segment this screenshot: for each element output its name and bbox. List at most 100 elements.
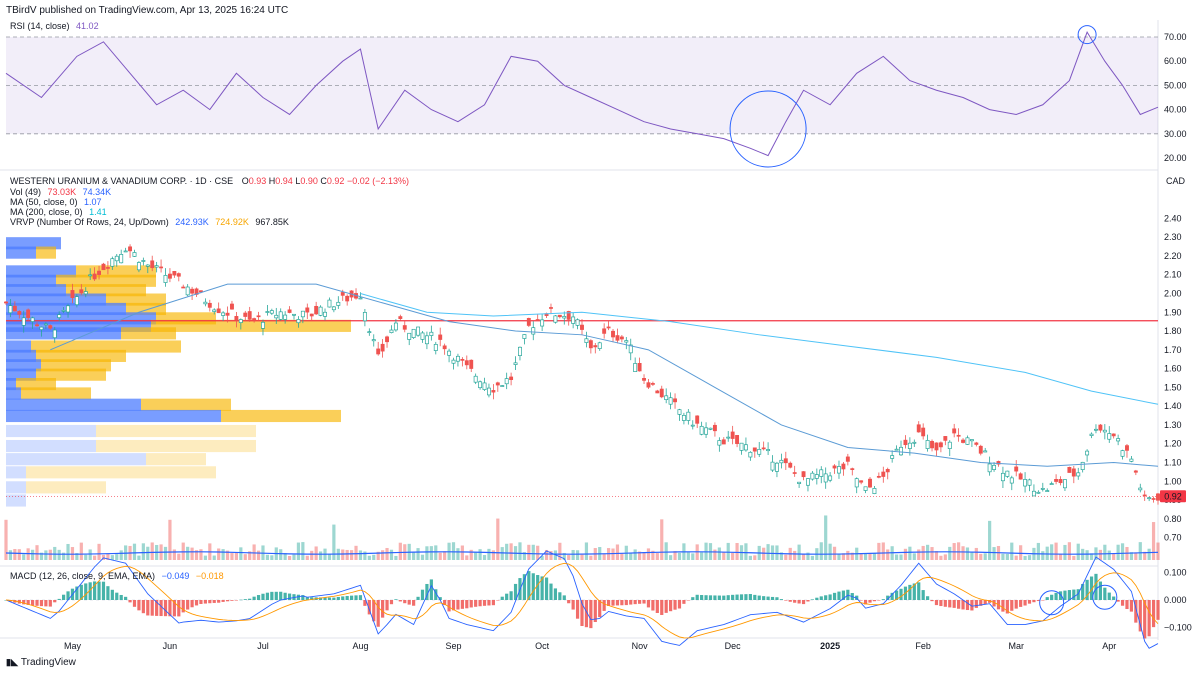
- candle-body: [283, 314, 288, 320]
- volume-bar: [420, 554, 425, 560]
- volume-bar: [1129, 552, 1134, 560]
- volume-bar: [350, 550, 354, 560]
- volume-bar: [846, 550, 850, 560]
- vrvp-value-3: 967.85K: [255, 217, 289, 227]
- vrvp-up-bar: [6, 359, 41, 372]
- volume-bar: [1089, 553, 1094, 560]
- candle-body: [983, 450, 988, 453]
- volume-bar: [801, 553, 806, 560]
- candle-body: [797, 481, 802, 484]
- volume-bar: [443, 551, 447, 560]
- candle-body: [522, 334, 527, 339]
- candle-body: [376, 348, 381, 355]
- candle-body: [48, 325, 53, 329]
- rsi-tick-label: 30.00: [1164, 129, 1187, 139]
- volume-bar: [22, 554, 26, 560]
- macd-histogram-bar: [1089, 576, 1094, 600]
- volume-bar: [1138, 542, 1142, 560]
- candle-body: [708, 427, 713, 430]
- macd-histogram-bar: [30, 600, 35, 606]
- macd-histogram-bar: [22, 600, 26, 605]
- vol-value-2: 74.34K: [82, 187, 112, 197]
- candle-body: [1071, 468, 1076, 477]
- macd-histogram-bar: [283, 592, 287, 600]
- volume-bar: [305, 555, 309, 560]
- volume-bar: [850, 552, 854, 560]
- volume-bar: [1076, 543, 1080, 560]
- vrvp-up-bar: [6, 439, 96, 453]
- candle-body: [872, 488, 877, 494]
- candle-body: [92, 273, 97, 280]
- candle-body: [757, 448, 762, 455]
- candle-body: [327, 299, 332, 308]
- volume-bar: [908, 546, 912, 560]
- candle-body: [739, 442, 744, 451]
- volume-bar: [797, 544, 801, 560]
- candle-body: [863, 486, 868, 491]
- volume-bar: [629, 553, 633, 560]
- candle-body: [331, 306, 336, 311]
- candle-body: [473, 375, 478, 383]
- volume-bar: [961, 546, 965, 560]
- vrvp-down-bar: [151, 319, 351, 332]
- rsi-tick-label: 70.00: [1164, 32, 1187, 42]
- macd-histogram-bar: [629, 600, 633, 605]
- macd-histogram-bar: [239, 599, 243, 601]
- volume-bar: [948, 546, 952, 560]
- candle-body: [79, 289, 84, 294]
- candle-body: [314, 305, 319, 315]
- volume-bar: [642, 552, 646, 560]
- candle-body: [695, 415, 700, 424]
- vrvp-down-bar: [121, 327, 176, 340]
- time-axis-label: Jun: [163, 641, 178, 651]
- macd-histogram-bar: [877, 600, 881, 601]
- macd-histogram-bar: [305, 597, 309, 600]
- macd-histogram-bar: [420, 589, 425, 600]
- candle-body: [380, 343, 385, 352]
- candle-body: [580, 324, 584, 330]
- macd-histogram-bar: [713, 595, 717, 600]
- vrvp-up-bar: [6, 302, 126, 316]
- macd-histogram-bar: [553, 588, 558, 600]
- macd-histogram-bar: [336, 596, 340, 600]
- vrvp-up-bar: [6, 368, 36, 381]
- macd-histogram-bar: [460, 600, 464, 609]
- candle-body: [252, 318, 257, 321]
- vrvp-down-bar: [41, 359, 111, 372]
- macd-histogram-bar: [1138, 600, 1142, 632]
- candle-body: [761, 447, 766, 450]
- candle-body: [26, 309, 31, 318]
- volume-bar: [469, 549, 473, 560]
- rsi-line: [5, 31, 1159, 157]
- volume-bar: [810, 555, 814, 560]
- volume-bar: [412, 551, 416, 560]
- macd-histogram-bar: [527, 571, 531, 600]
- volume-bar: [137, 555, 141, 560]
- candle-body: [907, 442, 912, 449]
- volume-bar: [646, 548, 651, 560]
- macd-histogram-bar: [593, 600, 597, 623]
- macd-histogram-bar: [917, 582, 921, 600]
- price-tick-label: 1.90: [1164, 307, 1182, 317]
- macd-histogram-bar: [584, 600, 589, 628]
- candle-body: [230, 303, 234, 310]
- volume-bar: [615, 544, 620, 560]
- tradingview-brand[interactable]: ▮◣ TradingView: [6, 657, 76, 668]
- macd-histogram-bar: [894, 590, 899, 600]
- time-axis-label: May: [64, 641, 82, 651]
- candle-body: [562, 316, 567, 319]
- macd-histogram-bar: [93, 581, 97, 600]
- candle-body: [925, 440, 930, 449]
- volume-bar: [819, 542, 823, 560]
- candle-body: [743, 444, 748, 451]
- volume-bar: [1019, 545, 1023, 560]
- macd-histogram-bar: [1005, 600, 1009, 614]
- candle-body: [978, 445, 983, 454]
- macd-line: [5, 550, 1159, 649]
- macd-histogram-bar: [141, 600, 145, 614]
- ma200-value: 1.41: [89, 207, 107, 217]
- volume-bar: [713, 549, 717, 560]
- vrvp-value-1: 242.93K: [175, 217, 209, 227]
- candle-body: [850, 468, 855, 470]
